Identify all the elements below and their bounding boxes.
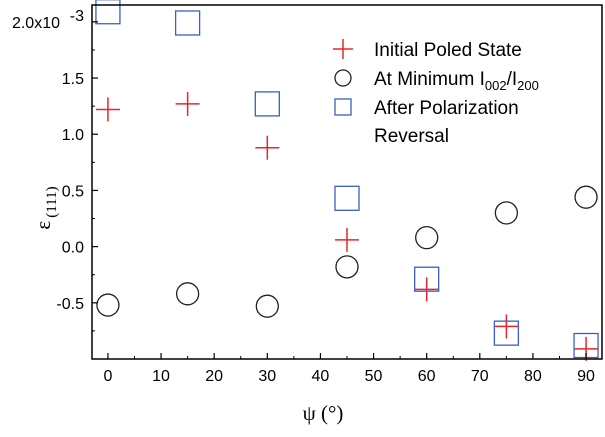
- y-tick-label: 1.5: [62, 71, 84, 88]
- square-marker: [414, 266, 440, 292]
- plus-marker: [335, 227, 359, 252]
- x-tick-label: 20: [205, 368, 223, 385]
- y-axis-title-symbol: ε: [31, 221, 55, 230]
- data-markers: [95, 0, 599, 361]
- square-marker: [334, 185, 360, 211]
- y-tick-label: -0.5: [56, 296, 84, 313]
- x-axis-ticks: 0 10 20 30 40 50 60 70 80 90: [103, 353, 595, 385]
- legend-minimum-sub2: 200: [517, 78, 539, 93]
- circle-marker: [255, 294, 279, 318]
- y-tick-label: 2.0x10: [12, 15, 60, 32]
- legend: Initial Poled State At Minimum I002/I200…: [333, 39, 539, 147]
- square-marker: [95, 0, 121, 25]
- legend-item-initial: Initial Poled State: [333, 39, 522, 61]
- y-tick-label: 1.0: [62, 127, 84, 144]
- legend-label-minimum: At Minimum I002/I200: [374, 69, 539, 93]
- circle-marker: [335, 255, 359, 279]
- plot-frame: [91, 4, 603, 360]
- legend-minimum-sub1: 002: [485, 78, 507, 93]
- circle-marker: [494, 201, 519, 225]
- legend-square-marker: [334, 98, 352, 116]
- square-marker: [174, 10, 201, 36]
- legend-minimum-prefix: At Minimum I: [374, 69, 485, 90]
- y-axis-title: ε (111): [31, 186, 60, 229]
- y-tick-exponent: -3: [70, 8, 84, 25]
- y-axis-ticks: 2.0x10 -3 1.5 1.0 0.5 0.0 -0.5: [12, 8, 98, 332]
- legend-label-initial: Initial Poled State: [374, 40, 522, 61]
- circle-marker: [415, 225, 439, 250]
- x-tick-label: 60: [418, 368, 436, 385]
- x-tick-label: 0: [103, 368, 112, 385]
- x-axis-title: ψ (°): [303, 401, 344, 425]
- plus-marker: [255, 135, 280, 160]
- y-tick-label: 0.0: [62, 240, 84, 257]
- plus-marker: [414, 277, 439, 302]
- legend-circle-marker: [334, 69, 352, 87]
- x-tick-label: 50: [365, 368, 383, 385]
- legend-item-reversal: After Polarization Reversal: [334, 98, 519, 147]
- legend-label-reversal-line1: After Polarization: [374, 98, 519, 119]
- plus-marker: [175, 91, 200, 116]
- x-tick-label: 70: [471, 368, 489, 385]
- square-marker: [493, 320, 520, 346]
- x-tick-label: 90: [577, 368, 595, 385]
- plus-marker: [95, 97, 120, 122]
- x-tick-label: 40: [312, 368, 330, 385]
- legend-label-reversal-line2: Reversal: [374, 126, 449, 147]
- x-tick-label: 80: [524, 368, 542, 385]
- plus-marker: [494, 314, 519, 339]
- legend-minimum-mid: /I: [507, 69, 518, 90]
- square-marker: [254, 91, 280, 117]
- circle-marker: [96, 293, 120, 317]
- y-axis-title-subscript: (111): [44, 186, 60, 217]
- y-tick-label: 0.5: [62, 183, 84, 200]
- circle-marker: [574, 185, 598, 209]
- legend-item-minimum: At Minimum I002/I200: [334, 69, 539, 93]
- x-tick-label: 10: [152, 368, 170, 385]
- x-tick-label: 30: [258, 368, 276, 385]
- circle-marker: [175, 282, 200, 306]
